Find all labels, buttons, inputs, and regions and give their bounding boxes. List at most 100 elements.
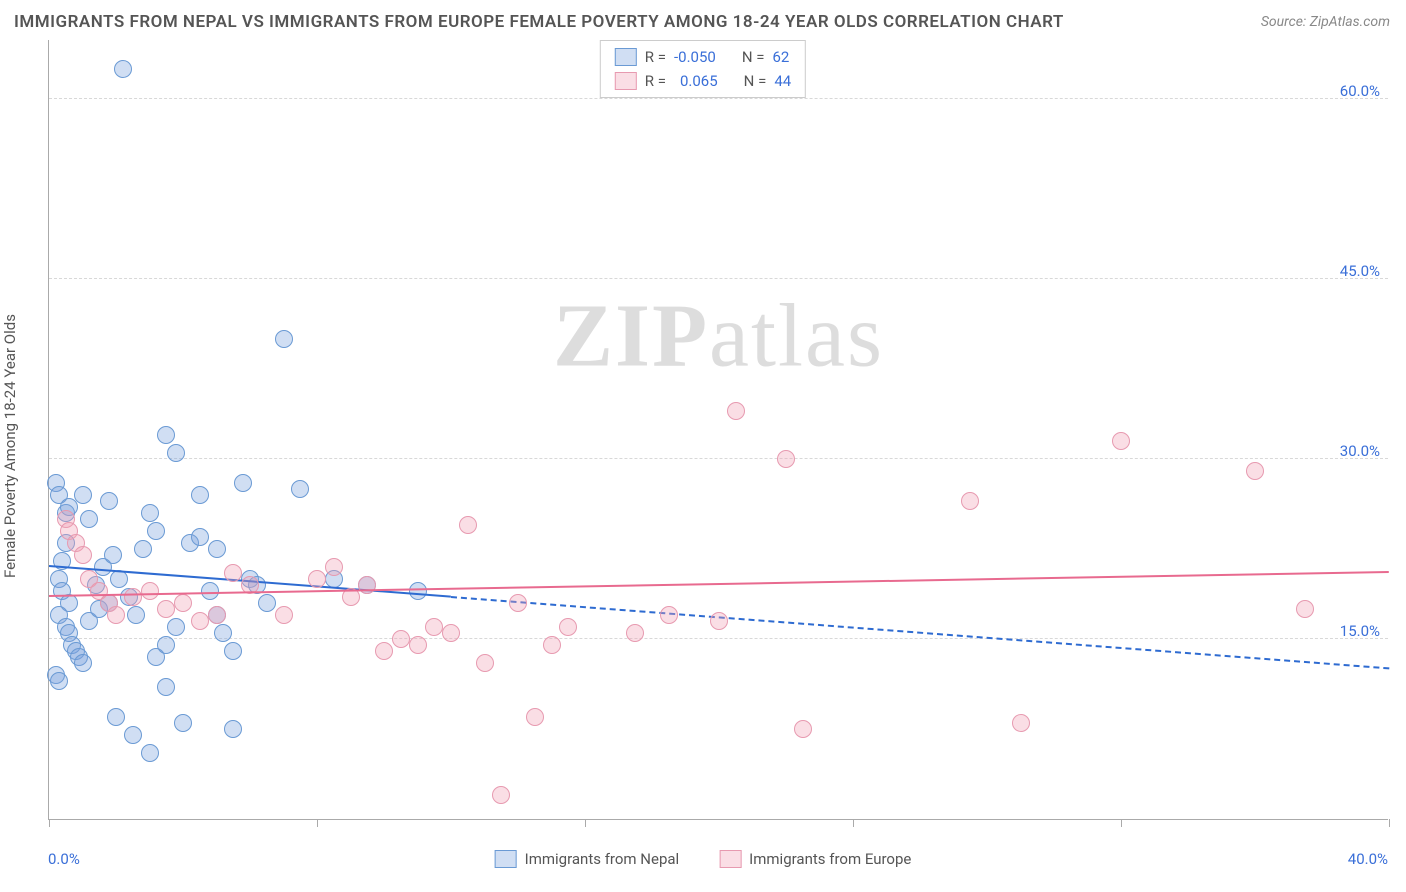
correlation-legend: R = -0.050 N = 62 R = 0.065 N = 44 (600, 40, 806, 98)
scatter-point-series-0 (174, 714, 192, 732)
x-tick (317, 819, 318, 827)
scatter-point-series-1 (425, 618, 443, 636)
x-tick (1389, 819, 1390, 827)
bottom-legend-item-0: Immigrants from Nepal (495, 850, 680, 868)
scatter-point-series-1 (141, 582, 159, 600)
scatter-point-series-1 (325, 558, 343, 576)
n-value-0: 62 (772, 45, 789, 69)
scatter-point-series-0 (275, 330, 293, 348)
scatter-point-series-0 (100, 492, 118, 510)
scatter-point-series-0 (157, 678, 175, 696)
scatter-point-series-0 (191, 528, 209, 546)
scatter-point-series-0 (157, 426, 175, 444)
scatter-point-series-0 (224, 642, 242, 660)
scatter-point-series-1 (710, 612, 728, 630)
scatter-point-series-1 (308, 570, 326, 588)
scatter-point-series-1 (107, 606, 125, 624)
scatter-point-series-0 (80, 510, 98, 528)
scatter-point-series-0 (114, 60, 132, 78)
scatter-point-series-1 (157, 600, 175, 618)
y-tick-label: 15.0% (1340, 622, 1380, 640)
scatter-point-series-0 (124, 726, 142, 744)
scatter-point-series-1 (375, 642, 393, 660)
scatter-point-series-1 (777, 450, 795, 468)
r-label-1: R = (645, 69, 666, 93)
scatter-point-series-0 (74, 654, 92, 672)
scatter-point-series-1 (442, 624, 460, 642)
grid-line-y (49, 278, 1388, 279)
x-axis-max-label: 40.0% (1348, 850, 1388, 868)
scatter-point-series-0 (107, 708, 125, 726)
scatter-point-series-1 (174, 594, 192, 612)
scatter-point-series-1 (208, 606, 226, 624)
scatter-point-series-0 (134, 540, 152, 558)
scatter-point-series-1 (559, 618, 577, 636)
scatter-point-series-1 (476, 654, 494, 672)
x-tick (49, 819, 50, 827)
scatter-point-series-0 (214, 624, 232, 642)
scatter-point-series-0 (258, 594, 276, 612)
scatter-point-series-0 (127, 606, 145, 624)
watermark-light: atlas (709, 287, 884, 386)
r-label-0: R = (645, 45, 666, 69)
n-label-1: N = (744, 69, 767, 93)
y-axis-title: Female Poverty Among 18-24 Year Olds (1, 314, 19, 578)
scatter-point-series-1 (191, 612, 209, 630)
scatter-point-series-0 (167, 444, 185, 462)
scatter-point-series-1 (794, 720, 812, 738)
scatter-point-series-1 (275, 606, 293, 624)
scatter-point-series-1 (660, 606, 678, 624)
bottom-legend-swatch-1 (719, 850, 741, 868)
legend-swatch-0 (615, 48, 637, 66)
scatter-point-series-1 (392, 630, 410, 648)
scatter-point-series-0 (409, 582, 427, 600)
series-name-1: Immigrants from Europe (749, 850, 911, 868)
scatter-point-series-0 (191, 486, 209, 504)
scatter-point-series-1 (224, 564, 242, 582)
x-tick (1121, 819, 1122, 827)
scatter-point-series-1 (1012, 714, 1030, 732)
scatter-point-series-1 (74, 546, 92, 564)
scatter-point-series-1 (1246, 462, 1264, 480)
watermark-bold: ZIP (553, 287, 709, 386)
scatter-point-series-0 (167, 618, 185, 636)
scatter-point-series-1 (409, 636, 427, 654)
y-tick-label: 45.0% (1340, 262, 1380, 280)
scatter-point-series-0 (141, 504, 159, 522)
scatter-point-series-1 (961, 492, 979, 510)
chart-title: IMMIGRANTS FROM NEPAL VS IMMIGRANTS FROM… (14, 12, 1064, 32)
scatter-point-series-1 (1112, 432, 1130, 450)
scatter-point-series-0 (224, 720, 242, 738)
bottom-legend-item-1: Immigrants from Europe (719, 850, 911, 868)
scatter-point-series-0 (208, 540, 226, 558)
watermark: ZIPatlas (553, 285, 884, 388)
legend-row-series-1: R = 0.065 N = 44 (615, 69, 791, 93)
y-tick-label: 30.0% (1340, 442, 1380, 460)
scatter-point-series-0 (157, 636, 175, 654)
n-value-1: 44 (774, 69, 791, 93)
x-axis-min-label: 0.0% (48, 850, 80, 868)
scatter-point-series-0 (50, 672, 68, 690)
scatter-point-series-1 (526, 708, 544, 726)
scatter-point-series-0 (234, 474, 252, 492)
x-tick (585, 819, 586, 827)
grid-line-y (49, 638, 1388, 639)
scatter-point-series-1 (1296, 600, 1314, 618)
scatter-point-series-0 (104, 546, 122, 564)
scatter-point-series-0 (291, 480, 309, 498)
scatter-point-series-1 (124, 588, 142, 606)
scatter-point-series-1 (727, 402, 745, 420)
grid-line-y (49, 458, 1388, 459)
series-name-0: Immigrants from Nepal (525, 850, 680, 868)
scatter-point-series-1 (509, 594, 527, 612)
legend-swatch-1 (615, 72, 637, 90)
scatter-point-series-1 (492, 786, 510, 804)
source-label: Source: ZipAtlas.com (1261, 14, 1390, 30)
n-label-0: N = (742, 45, 765, 69)
r-value-0: -0.050 (674, 45, 716, 69)
scatter-point-series-1 (543, 636, 561, 654)
scatter-point-series-0 (147, 522, 165, 540)
trend-line-series-0-dashed (451, 596, 1389, 669)
scatter-point-series-0 (141, 744, 159, 762)
plot-area: ZIPatlas 15.0%30.0%45.0%60.0% (48, 40, 1388, 820)
